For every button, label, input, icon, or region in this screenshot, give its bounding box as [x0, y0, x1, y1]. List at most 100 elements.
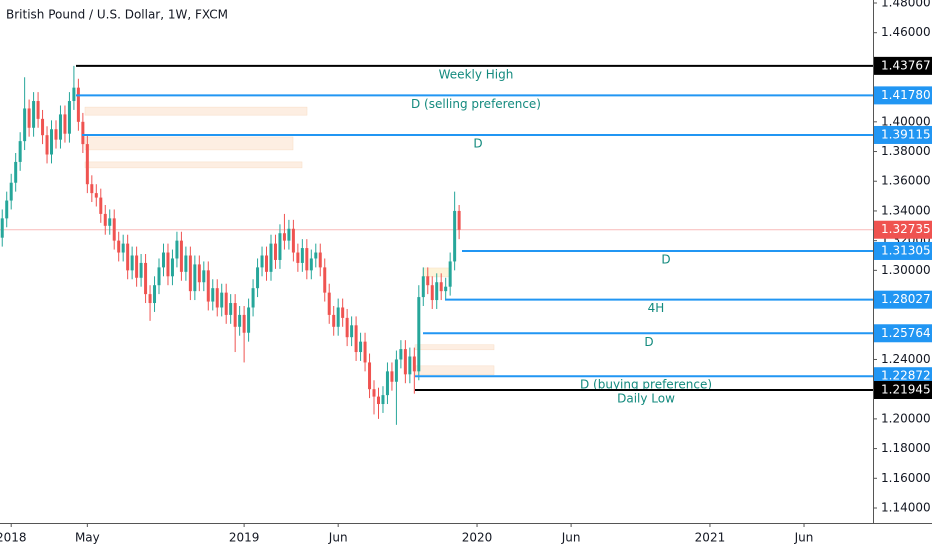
y-tick-label: 1.34000 — [881, 203, 931, 217]
y-tick-label: 1.36000 — [881, 174, 931, 188]
price-label: 1.28027 — [881, 292, 931, 306]
candle-body — [341, 307, 345, 318]
price-label: 1.39115 — [881, 127, 931, 141]
candle-body — [457, 210, 461, 230]
candle-body — [269, 243, 273, 272]
candle-body — [14, 161, 18, 183]
candle-body — [211, 288, 215, 302]
candle-body — [363, 341, 367, 363]
candle-body — [184, 255, 188, 272]
candle-body — [287, 228, 291, 241]
price-label: 1.22872 — [881, 369, 931, 383]
candle-body — [256, 267, 260, 289]
candle-body — [403, 349, 407, 375]
candle-body — [135, 255, 139, 278]
price-label-box — [874, 241, 932, 260]
candle-body — [368, 362, 372, 390]
candle-body — [309, 258, 313, 271]
price-label: 1.21945 — [881, 382, 931, 396]
candle-body — [417, 297, 421, 372]
candle-body — [5, 200, 9, 219]
price-label: 1.25764 — [881, 326, 931, 340]
candle-body — [193, 264, 197, 292]
candle-body — [242, 314, 246, 333]
candle-body — [166, 252, 170, 277]
y-tick-label: 1.18000 — [881, 441, 931, 455]
candle-body — [54, 129, 58, 140]
chart-title: British Pound / U.S. Dollar, 1W, FXCM — [6, 8, 228, 22]
candle-body — [421, 276, 425, 298]
candle-body — [435, 282, 439, 301]
price-label: 1.43767 — [881, 58, 931, 72]
candle-body — [72, 87, 76, 102]
y-tick-label: 1.40000 — [881, 114, 931, 128]
last-price-label: 1.32735 — [881, 222, 931, 236]
candle-body — [67, 101, 71, 134]
x-tick-label: 2021 — [695, 531, 726, 545]
candle-body — [130, 255, 134, 271]
zone — [84, 161, 303, 169]
candle-body — [229, 303, 233, 315]
candle-body — [144, 262, 148, 295]
zone — [84, 136, 294, 151]
x-tick-label: Jun — [561, 531, 581, 545]
level-label: D — [644, 335, 653, 349]
candle-body — [376, 396, 380, 405]
candle-body — [41, 118, 45, 136]
candle-body — [148, 294, 152, 304]
candle-body — [345, 317, 349, 338]
price-label: 1.41780 — [881, 88, 931, 102]
candle-body — [117, 240, 121, 253]
candle-body — [233, 303, 237, 327]
candle-body — [32, 101, 36, 128]
candle-body — [439, 282, 443, 292]
x-tick-label: 2020 — [462, 531, 493, 545]
y-tick-label: 1.24000 — [881, 352, 931, 366]
level-label: 4H — [648, 301, 665, 315]
price-label: 1.31305 — [881, 243, 931, 257]
x-tick-label: 2019 — [229, 531, 260, 545]
candle-body — [108, 218, 112, 226]
candle-body — [385, 371, 389, 396]
candle-body — [350, 325, 354, 338]
candle-body — [305, 248, 309, 271]
y-tick-label: 1.38000 — [881, 144, 931, 158]
level-label: D (selling preference) — [411, 97, 541, 111]
zone — [414, 344, 495, 351]
zone — [84, 106, 308, 116]
candle-body — [394, 359, 398, 382]
candle-body — [157, 267, 161, 286]
price-label-box — [874, 324, 932, 343]
candle-body — [359, 341, 363, 353]
price-label-box — [874, 125, 932, 144]
candle-body — [323, 267, 327, 293]
candle-body — [179, 240, 183, 272]
candle-body — [372, 389, 376, 397]
price-label-box — [874, 290, 932, 309]
candle-body — [161, 252, 165, 268]
candle-body — [273, 243, 277, 260]
x-tick-label: Jun — [794, 531, 814, 545]
candle-body — [188, 255, 192, 292]
candle-body — [206, 270, 210, 302]
candle-body — [90, 184, 94, 194]
candle-body — [314, 252, 318, 259]
candle-body — [381, 395, 385, 405]
candle-body — [426, 276, 430, 286]
price-label-box — [874, 380, 932, 399]
last-price-box — [874, 220, 932, 239]
candle-body — [318, 252, 322, 268]
candle-body — [45, 135, 49, 155]
candle-body — [18, 141, 22, 162]
candle-body — [50, 129, 54, 155]
candle-body — [430, 285, 434, 301]
candle-body — [251, 288, 255, 308]
x-tick-label: Jun — [328, 531, 348, 545]
candle-body — [444, 286, 448, 292]
y-tick-label: 1.16000 — [881, 471, 931, 485]
candle-body — [76, 87, 80, 122]
candle-body — [112, 218, 116, 241]
